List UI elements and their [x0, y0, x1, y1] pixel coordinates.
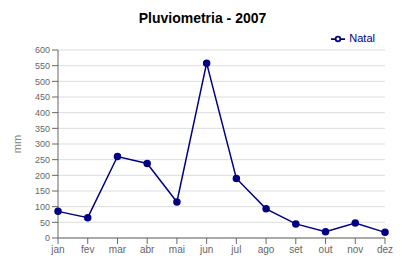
svg-text:150: 150: [35, 186, 50, 196]
svg-text:550: 550: [35, 61, 50, 71]
svg-text:abr: abr: [140, 244, 155, 255]
html-text:Pluviometria - 2007: Pluviometria - 2007: [138, 10, 267, 26]
svg-text:mar: mar: [109, 244, 127, 255]
svg-text:200: 200: [35, 171, 50, 181]
svg-text:600: 600: [35, 45, 50, 55]
svg-text:jun: jun: [199, 244, 213, 255]
svg-text:250: 250: [35, 155, 50, 165]
svg-text:50: 50: [40, 218, 50, 228]
html-text:Natal: Natal: [349, 32, 375, 44]
svg-text:100: 100: [35, 202, 50, 212]
svg-text:jan: jan: [50, 244, 64, 255]
svg-text:350: 350: [35, 124, 50, 134]
svg-text:500: 500: [35, 77, 50, 87]
svg-text:dez: dez: [377, 244, 393, 255]
svg-text:jul: jul: [230, 244, 241, 255]
svg-text:0: 0: [45, 233, 50, 243]
svg-text:nov: nov: [347, 244, 363, 255]
svg-text:mm: mm: [11, 135, 23, 153]
svg-text:out: out: [319, 244, 333, 255]
svg-text:fev: fev: [81, 244, 94, 255]
svg-text:300: 300: [35, 139, 50, 149]
svg-text:mai: mai: [169, 244, 185, 255]
svg-text:450: 450: [35, 92, 50, 102]
svg-text:set: set: [289, 244, 303, 255]
svg-text:400: 400: [35, 108, 50, 118]
svg-text:ago: ago: [258, 244, 275, 255]
